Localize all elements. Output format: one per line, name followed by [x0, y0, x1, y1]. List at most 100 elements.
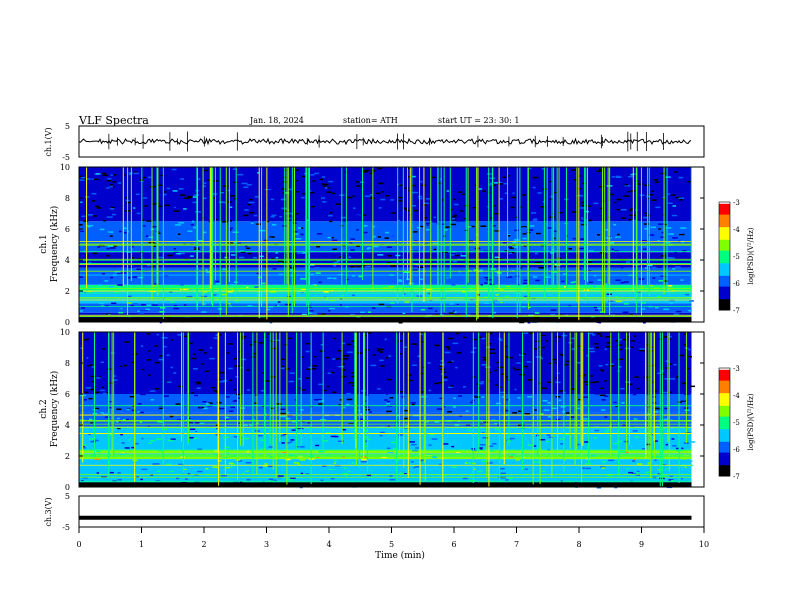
noise-speck	[599, 252, 604, 254]
noise-speck	[404, 301, 410, 303]
noise-speck	[467, 291, 473, 293]
noise-speck	[332, 391, 337, 394]
noise-speck	[391, 217, 394, 219]
noise-speck	[109, 184, 113, 186]
noise-speck	[320, 479, 324, 482]
ytick-label: 0	[65, 483, 70, 492]
noise-speck	[166, 349, 170, 351]
noise-speck	[372, 302, 375, 304]
noise-speck	[275, 339, 280, 342]
noise-speck	[275, 252, 278, 254]
noise-speck	[175, 253, 181, 255]
noise-speck	[98, 284, 103, 286]
noise-speck	[581, 460, 587, 462]
noise-speck	[507, 246, 514, 248]
noise-speck	[368, 401, 373, 403]
noise-speck	[609, 365, 615, 367]
colorbar-cell	[719, 302, 730, 306]
noise-speck	[678, 354, 684, 357]
noise-speck	[452, 198, 456, 201]
noise-speck	[335, 358, 341, 360]
noise-speck	[686, 367, 690, 370]
noise-speck	[158, 407, 164, 410]
noise-speck	[416, 362, 420, 364]
noise-speck	[657, 239, 660, 242]
noise-speck	[677, 232, 683, 234]
noise-speck	[131, 361, 135, 364]
noise-speck	[387, 262, 391, 264]
noise-speck	[340, 375, 347, 378]
noise-speck	[79, 179, 85, 181]
colorbar-cell	[719, 272, 730, 275]
colorbar-cell	[719, 263, 730, 266]
noise-speck	[95, 173, 101, 175]
noise-speck	[532, 176, 539, 179]
noise-speck	[474, 396, 481, 398]
noise-speck	[564, 411, 570, 413]
noise-speck	[274, 456, 280, 459]
noise-speck	[535, 251, 538, 253]
noise-speck	[341, 430, 345, 433]
noise-speck	[633, 335, 637, 337]
noise-speck	[542, 346, 545, 349]
noise-speck	[352, 195, 355, 197]
noise-speck	[585, 347, 589, 349]
noise-speck	[293, 169, 300, 171]
noise-speck	[636, 463, 643, 465]
noise-speck	[571, 337, 576, 340]
noise-speck	[268, 250, 271, 252]
noise-speck	[241, 358, 247, 361]
noise-speck	[97, 281, 103, 283]
noise-speck	[257, 394, 262, 397]
noise-speck	[126, 408, 130, 411]
noise-speck	[678, 176, 684, 179]
noise-speck	[386, 402, 391, 405]
colorbar-cell	[719, 214, 730, 217]
noise-speck	[332, 239, 338, 242]
noise-speck	[504, 395, 508, 398]
noise-speck	[229, 284, 235, 286]
noise-speck	[366, 247, 369, 250]
noise-speck	[676, 376, 679, 378]
colorbar-cell	[719, 387, 730, 391]
noise-speck	[488, 184, 495, 186]
noise-speck	[190, 224, 195, 226]
noise-speck	[93, 354, 100, 357]
noise-speck	[202, 231, 207, 234]
noise-speck	[540, 470, 547, 472]
noise-speck	[94, 458, 100, 460]
noise-speck	[630, 340, 635, 342]
noise-speck	[677, 401, 682, 403]
noise-speck	[472, 206, 478, 209]
noise-speck	[688, 460, 693, 462]
noise-speck	[447, 337, 454, 340]
noise-speck	[571, 211, 578, 213]
noise-speck	[103, 413, 109, 416]
noise-speck	[427, 362, 431, 364]
noise-speck	[391, 441, 396, 444]
noise-speck	[228, 303, 231, 305]
noise-speck	[593, 306, 597, 309]
noise-speck	[277, 475, 284, 477]
noise-speck	[92, 200, 96, 202]
noise-speck	[267, 204, 273, 206]
noise-speck	[375, 268, 378, 270]
noise-speck	[596, 294, 600, 297]
noise-speck	[691, 441, 696, 443]
noise-speck	[641, 381, 648, 384]
noise-speck	[648, 390, 652, 392]
noise-speck	[388, 393, 392, 396]
colorbar-frame	[718, 367, 731, 477]
noise-speck	[647, 393, 653, 395]
noise-speck	[370, 364, 377, 367]
noise-speck	[287, 337, 292, 340]
noise-speck	[569, 416, 576, 418]
noise-speck	[523, 365, 528, 368]
noise-speck	[552, 358, 557, 361]
noise-speck	[484, 282, 488, 284]
noise-speck	[154, 422, 160, 425]
noise-speck	[385, 393, 389, 395]
noise-speck	[508, 455, 514, 458]
noise-speck	[326, 385, 330, 388]
